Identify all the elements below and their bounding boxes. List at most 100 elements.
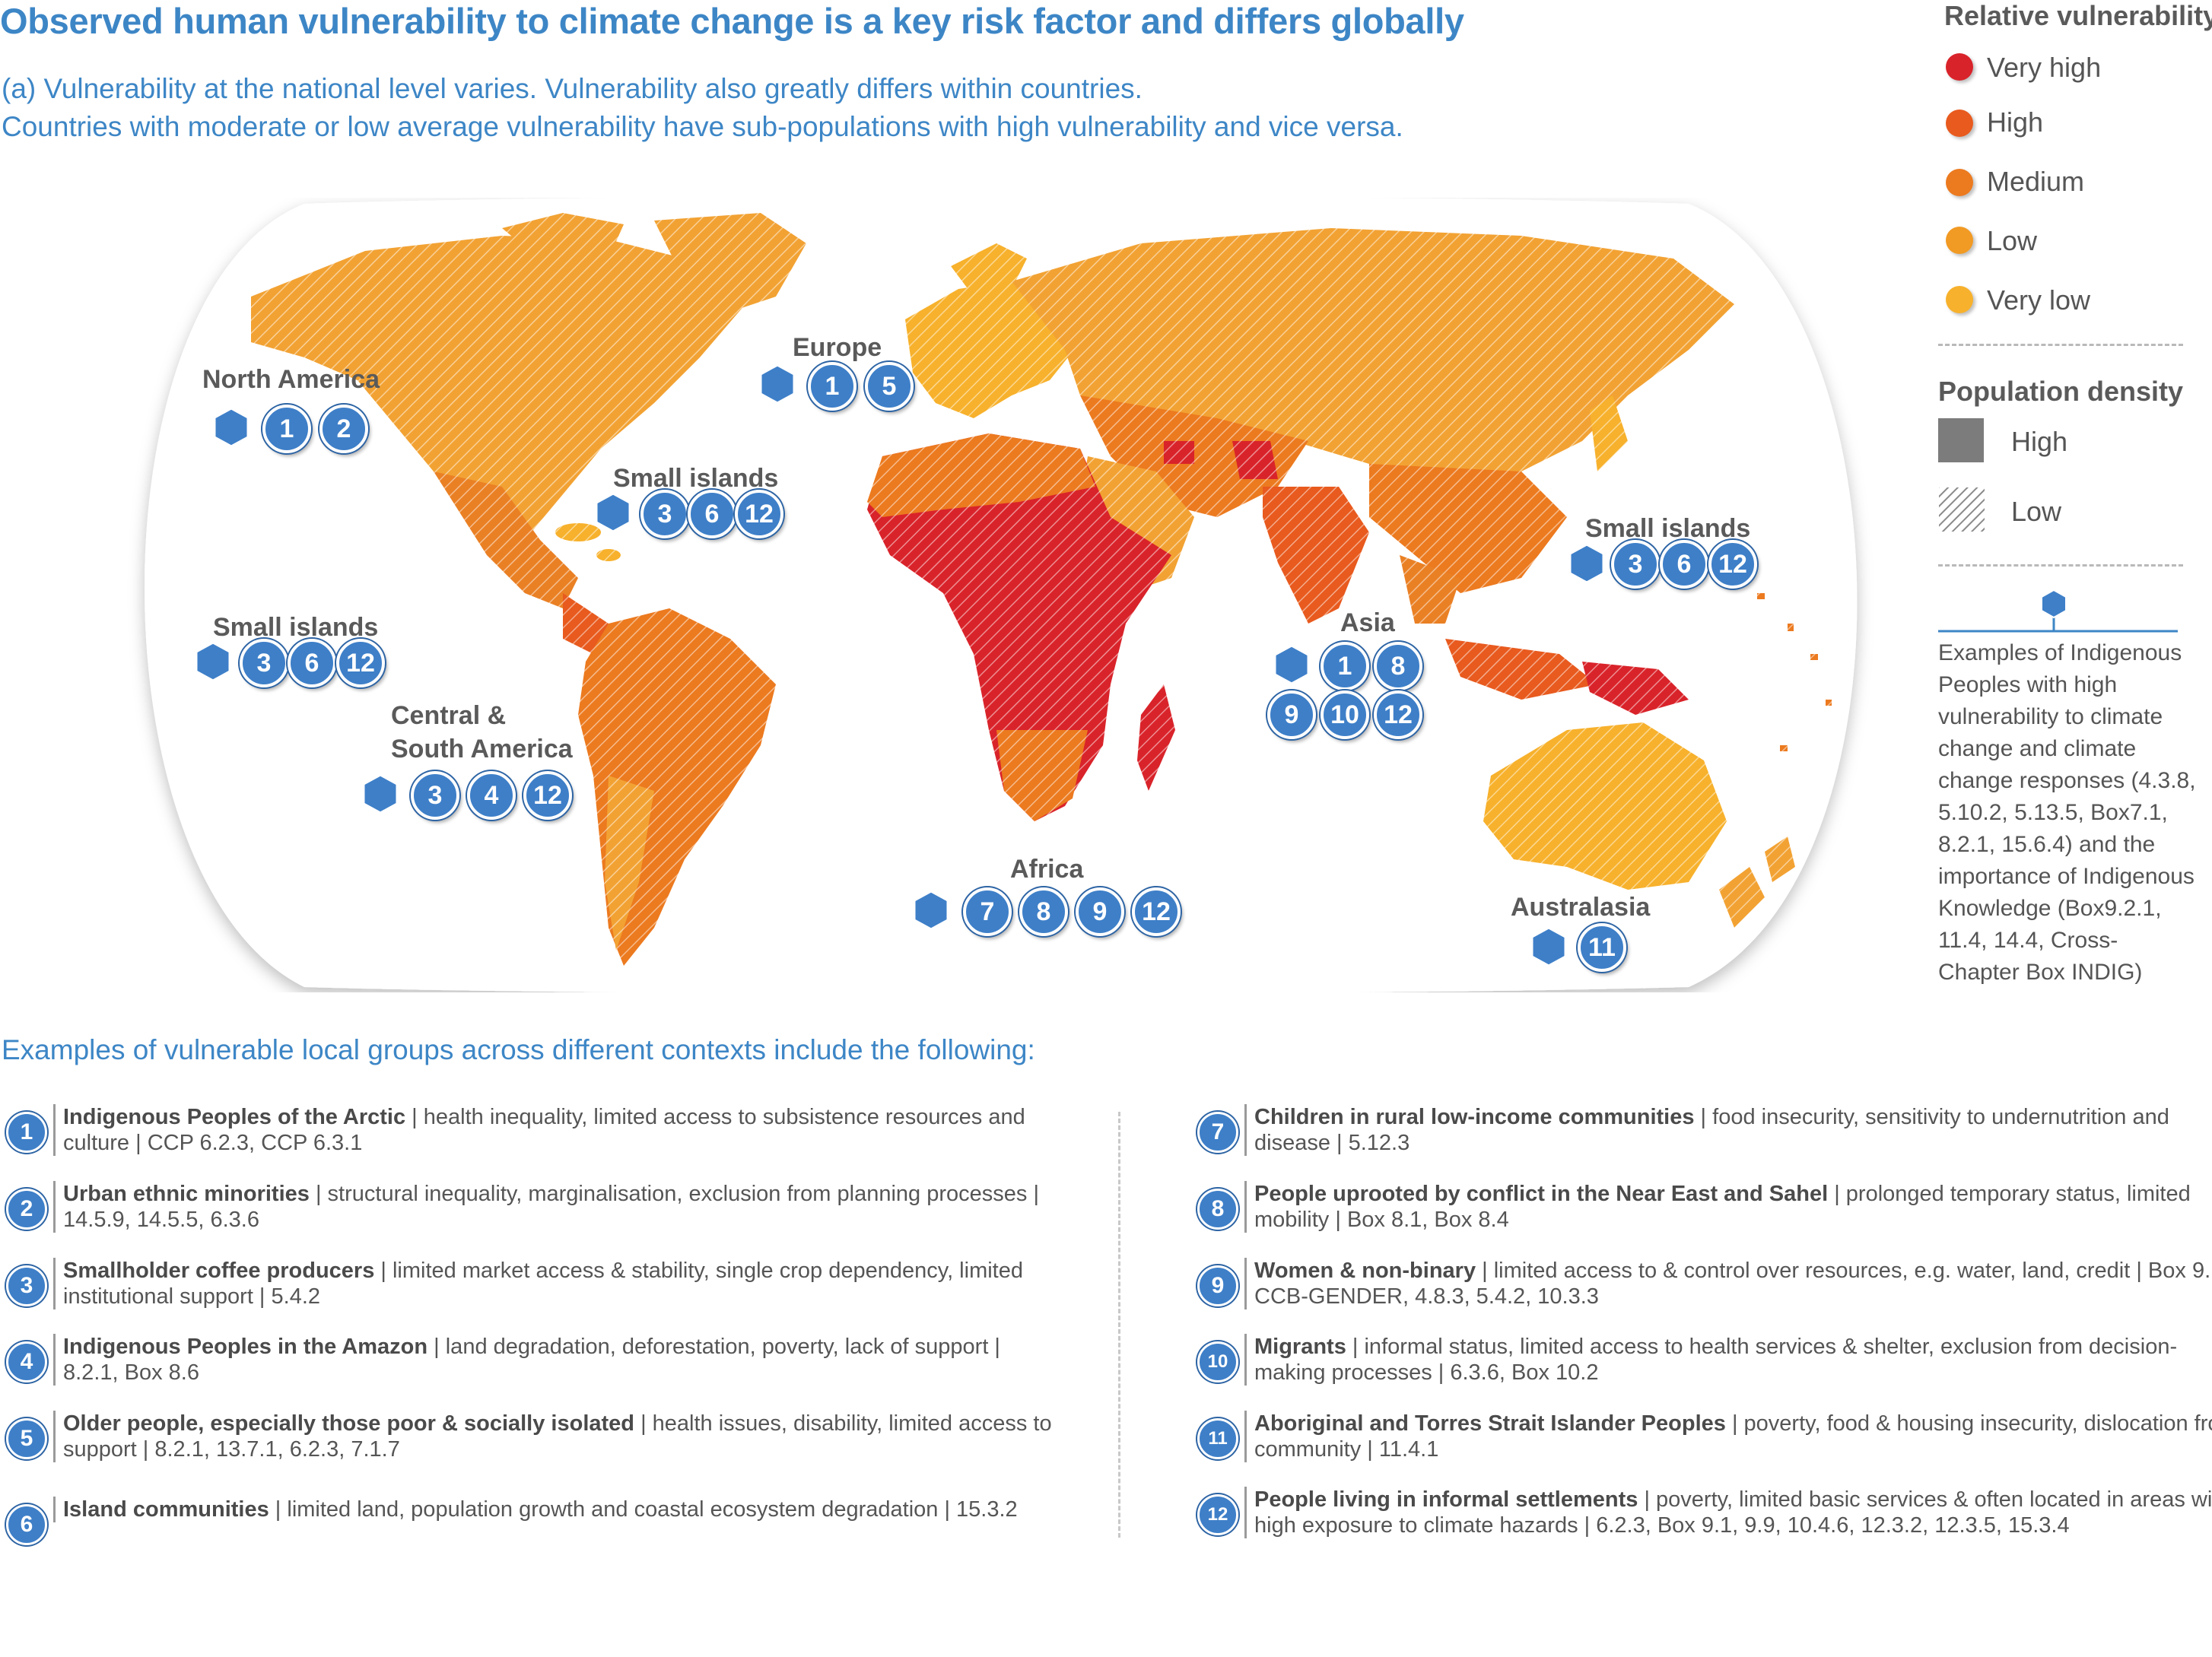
world-vulnerability-map (145, 198, 1858, 992)
list-column-divider (1118, 1112, 1120, 1538)
list-item-details: | informal status, limited access to hea… (1254, 1335, 2178, 1385)
group-badge-pacific-east-3: 3 (240, 639, 288, 687)
list-item-number: 7 (1197, 1112, 1238, 1153)
list-item-group: People living in informal settlements (1254, 1487, 1638, 1512)
region-label-africa: Africa (1010, 855, 1084, 884)
list-item-text: Indigenous Peoples in the Amazon | land … (53, 1334, 1052, 1386)
legend-label-low: Low (1987, 225, 2038, 256)
list-item-text: Women & non-binary | limited access to &… (1244, 1258, 2212, 1309)
density-low-swatch (1939, 487, 1985, 532)
list-item-group: Indigenous Peoples of the Arctic (63, 1105, 406, 1129)
group-badge-asia-12: 12 (1374, 690, 1422, 739)
list-item-details: | poverty, limited basic services & ofte… (1254, 1487, 2212, 1538)
density-high-label: High (2011, 426, 2068, 457)
list-item-number: 5 (6, 1418, 47, 1459)
legend-swatch-very-low (1946, 286, 1973, 313)
list-item-group: Urban ethnic minorities (63, 1182, 310, 1206)
region-label-central-south-america-line2: South America (391, 735, 573, 763)
indigenous-peoples-note: Examples of Indigenous Peoples with high… (1938, 640, 2196, 985)
group-badge-caribbean-3: 3 (640, 490, 689, 538)
region-label-north-america: North America (202, 365, 380, 394)
legend-swatch-low (1946, 227, 1973, 254)
list-item-text: Indigenous Peoples of the Arctic | healt… (53, 1104, 1052, 1156)
indigenous-peoples-key (1938, 589, 2178, 633)
list-item-details: | limited land, population growth and co… (269, 1497, 1018, 1522)
list-item-group: Smallholder coffee producers (63, 1259, 375, 1283)
list-item-number: 8 (1197, 1189, 1238, 1230)
group-badge-asia-8: 8 (1374, 642, 1422, 690)
list-item-group: People uprooted by conflict in the Near … (1254, 1182, 1829, 1206)
indigenous-peoples-marker-caribbean (595, 492, 631, 533)
group-badge-asia-10: 10 (1321, 690, 1369, 739)
group-badge-australasia-11: 11 (1578, 923, 1626, 972)
legend-divider (1938, 344, 2183, 346)
list-item-text: Children in rural low-income communities… (1244, 1104, 2212, 1156)
list-item-number: 4 (6, 1341, 47, 1382)
indigenous-peoples-marker-pacific-east (195, 641, 231, 682)
indigenous-peoples-marker-asia (1273, 644, 1310, 685)
group-badge-asia-9: 9 (1267, 690, 1316, 739)
list-item-number: 2 (6, 1189, 47, 1230)
list-item-text: Migrants | informal status, limited acce… (1244, 1334, 2212, 1386)
group-badge-europe-5: 5 (865, 362, 914, 411)
list-item-group: Women & non-binary (1254, 1259, 1476, 1283)
list-item-text: Island communities | limited land, popul… (53, 1497, 1052, 1522)
list-item-group: Older people, especially those poor & so… (63, 1411, 635, 1436)
region-label-asia: Asia (1340, 608, 1395, 637)
legend-label-medium: Medium (1987, 166, 2085, 197)
group-badge-pacific-west-3: 3 (1611, 540, 1660, 589)
list-item-number: 3 (6, 1265, 47, 1306)
subtitle-line-2: Countries with moderate or low average v… (2, 111, 1403, 142)
list-item-text: People living in informal settlements | … (1244, 1487, 2212, 1538)
group-badge-africa-9: 9 (1076, 887, 1124, 936)
legend-swatch-high (1946, 110, 1973, 137)
list-item-text: Aboriginal and Torres Strait Islander Pe… (1244, 1411, 2212, 1462)
group-badge-pacific-west-12: 12 (1708, 540, 1757, 589)
list-item-number: 12 (1197, 1494, 1238, 1535)
group-badge-central-south-america-3: 3 (411, 771, 459, 820)
indigenous-peoples-marker-africa (913, 890, 949, 931)
list-item-details: | health issues, disability, limited acc… (63, 1411, 1052, 1462)
legend-label-high: High (1987, 106, 2044, 138)
group-badge-central-south-america-4: 4 (467, 771, 516, 820)
density-low-label: Low (2011, 496, 2062, 527)
legend-label-very-high: Very high (1987, 52, 2102, 83)
group-badge-caribbean-12: 12 (735, 490, 783, 538)
group-badge-pacific-west-6: 6 (1660, 540, 1708, 589)
list-item-number: 9 (1197, 1265, 1238, 1306)
group-badge-pacific-east-6: 6 (288, 639, 336, 687)
list-item-details: | limited access to & control over resou… (1254, 1259, 2212, 1309)
list-item-number: 10 (1197, 1341, 1238, 1382)
list-item-group: Children in rural low-income communities (1254, 1105, 1695, 1129)
list-item-text: People uprooted by conflict in the Near … (1244, 1181, 2212, 1233)
list-item-details: | prolonged temporary status, limited mo… (1254, 1182, 2191, 1232)
list-item-details: | health inequality, limited access to s… (63, 1105, 1025, 1155)
region-label-australasia: Australasia (1511, 893, 1651, 922)
legend-divider-2 (1938, 564, 2183, 567)
list-item-group: Aboriginal and Torres Strait Islander Pe… (1254, 1411, 1726, 1436)
list-item-details: | limited market access & stability, sin… (63, 1259, 1023, 1309)
density-legend-title: Population density (1938, 376, 2184, 407)
legend-swatch-medium (1946, 169, 1973, 196)
indigenous-peoples-marker-central-south-america (362, 773, 399, 814)
list-item-number: 6 (6, 1504, 47, 1545)
list-item-details: | poverty, food & housing insecurity, di… (1254, 1411, 2212, 1462)
group-badge-north-america-1: 1 (262, 405, 311, 453)
indigenous-peoples-marker-australasia (1530, 926, 1567, 967)
list-item-group: Island communities (63, 1497, 269, 1522)
figure-title: Observed human vulnerability to climate … (0, 1, 1464, 41)
list-item-details: | land degradation, deforestation, pover… (63, 1335, 1000, 1385)
indigenous-peoples-marker-pacific-west (1568, 543, 1605, 584)
list-item-text: Smallholder coffee producers | limited m… (53, 1258, 1052, 1309)
list-item-details: | structural inequality, marginalisation… (63, 1182, 1039, 1232)
group-badge-asia-1: 1 (1321, 642, 1369, 690)
list-item-details: | food insecurity, sensitivity to undern… (1254, 1105, 2169, 1155)
group-badge-africa-8: 8 (1019, 887, 1068, 936)
group-badge-caribbean-6: 6 (688, 490, 736, 538)
list-item-group: Migrants (1254, 1335, 1346, 1359)
density-high-swatch (1938, 418, 1984, 462)
legend-label-very-low: Very low (1987, 284, 2091, 316)
group-badge-europe-1: 1 (808, 362, 857, 411)
list-item-group: Indigenous Peoples in the Amazon (63, 1335, 428, 1359)
list-item-text: Urban ethnic minorities | structural ine… (53, 1181, 1052, 1233)
